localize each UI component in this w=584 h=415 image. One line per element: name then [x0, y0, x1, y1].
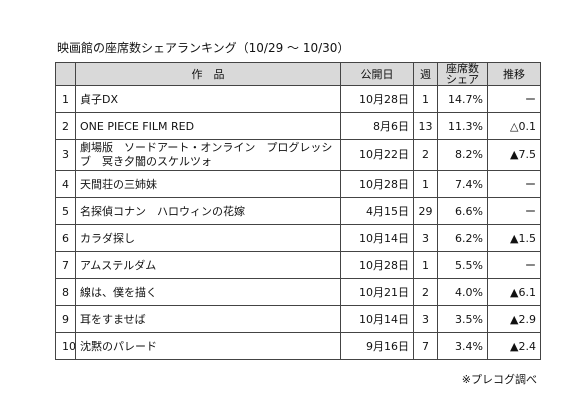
rank: 8	[55, 278, 76, 306]
header-text: 作 品	[191, 67, 225, 81]
table-row: 2 ONE PIECE FILM RED 8月6日 13 11.3% △0.1	[55, 112, 541, 140]
rank: 10	[55, 332, 76, 360]
table-row: 9 耳をすませば 10月14日 3 3.5% ▲2.9	[55, 305, 541, 333]
film-title: 貞子DX	[75, 85, 341, 113]
rank: 2	[55, 112, 76, 140]
change: ▲2.4	[487, 332, 541, 360]
header-cell: 公開日	[340, 62, 414, 86]
release-date: 10月28日	[340, 251, 414, 279]
table-row: 1 貞子DX 10月28日 1 14.7% ー	[55, 85, 541, 113]
release-date: 10月14日	[340, 305, 414, 333]
release-date: 8月6日	[340, 112, 414, 140]
header-text: 公開日	[360, 67, 394, 81]
weeks: 2	[413, 139, 438, 171]
header-text: 推移	[503, 67, 525, 81]
table-row: 8 線は、僕を描く 10月21日 2 4.0% ▲6.1	[55, 278, 541, 306]
weeks: 7	[413, 332, 438, 360]
header-cell: 週	[413, 62, 438, 86]
header-cell: 推移	[487, 62, 541, 86]
film-title: アムステルダム	[75, 251, 341, 279]
seat-share: 3.5%	[437, 305, 488, 333]
change: ▲7.5	[487, 139, 541, 171]
release-date: 10月22日	[340, 139, 414, 171]
header-rank	[55, 62, 76, 86]
change: △0.1	[487, 112, 541, 140]
header-row: 作 品 公開日 週 座席数シェア 推移	[55, 62, 541, 86]
release-date: 9月16日	[340, 332, 414, 360]
film-title: カラダ探し	[75, 224, 341, 252]
change: ー	[487, 197, 541, 225]
rank: 4	[55, 170, 76, 198]
film-title: 沈黙のパレード	[75, 332, 341, 360]
seat-share: 14.7%	[437, 85, 488, 113]
rank: 9	[55, 305, 76, 333]
film-title: 線は、僕を描く	[75, 278, 341, 306]
seat-share: 6.2%	[437, 224, 488, 252]
header-cell: 作 品	[75, 62, 341, 86]
rank: 3	[55, 139, 76, 171]
footnote: ※プレコグ調べ	[461, 373, 537, 386]
table-row: 4 天間荘の三姉妹 10月28日 1 7.4% ー	[55, 170, 541, 198]
weeks: 2	[413, 278, 438, 306]
weeks: 29	[413, 197, 438, 225]
seat-share: 6.6%	[437, 197, 488, 225]
rank: 7	[55, 251, 76, 279]
release-date: 10月28日	[340, 85, 414, 113]
change: ー	[487, 170, 541, 198]
weeks: 1	[413, 170, 438, 198]
change: ▲2.9	[487, 305, 541, 333]
film-title: 天間荘の三姉妹	[75, 170, 341, 198]
release-date: 10月21日	[340, 278, 414, 306]
seat-share: 3.4%	[437, 332, 488, 360]
table-row: 6 カラダ探し 10月14日 3 6.2% ▲1.5	[55, 224, 541, 252]
seat-share: 5.5%	[437, 251, 488, 279]
table-row: 7 アムステルダム 10月28日 1 5.5% ー	[55, 251, 541, 279]
change: ▲1.5	[487, 224, 541, 252]
rank: 6	[55, 224, 76, 252]
change: ー	[487, 251, 541, 279]
change: ▲6.1	[487, 278, 541, 306]
header-cell: 座席数シェア	[437, 62, 488, 86]
rank: 1	[55, 85, 76, 113]
table-row: 10 沈黙のパレード 9月16日 7 3.4% ▲2.4	[55, 332, 541, 360]
release-date: 10月28日	[340, 170, 414, 198]
weeks: 3	[413, 305, 438, 333]
header-text: 座席数シェア	[446, 62, 479, 86]
seat-share: 8.2%	[437, 139, 488, 171]
table-row: 5 名探偵コナン ハロウィンの花嫁 4月15日 29 6.6% ー	[55, 197, 541, 225]
film-title: 名探偵コナン ハロウィンの花嫁	[75, 197, 341, 225]
release-date: 4月15日	[340, 197, 414, 225]
table-row: 3 劇場版 ソードアート・オンライン プログレッシブ 冥き夕闇のスケルツォ 10月2…	[55, 139, 541, 171]
weeks: 13	[413, 112, 438, 140]
weeks: 1	[413, 85, 438, 113]
seat-share: 11.3%	[437, 112, 488, 140]
change: ー	[487, 85, 541, 113]
ranking-table: 作 品公開日週座席数シェア 推移 1 貞子DX 10月28日 1 14.7% ー 2 ONE P…	[55, 62, 541, 360]
release-date: 10月14日	[340, 224, 414, 252]
header-text: 週	[420, 67, 431, 81]
weeks: 1	[413, 251, 438, 279]
film-title: 耳をすませば	[75, 305, 341, 333]
rank: 5	[55, 197, 76, 225]
film-title: 劇場版 ソードアート・オンライン プログレッシブ 冥き夕闇のスケルツォ	[75, 139, 341, 171]
weeks: 3	[413, 224, 438, 252]
seat-share: 4.0%	[437, 278, 488, 306]
film-title: ONE PIECE FILM RED	[75, 112, 341, 140]
table-title: 映画館の座席数シェアランキング（10/29 ～ 10/30）	[57, 41, 350, 55]
seat-share: 7.4%	[437, 170, 488, 198]
